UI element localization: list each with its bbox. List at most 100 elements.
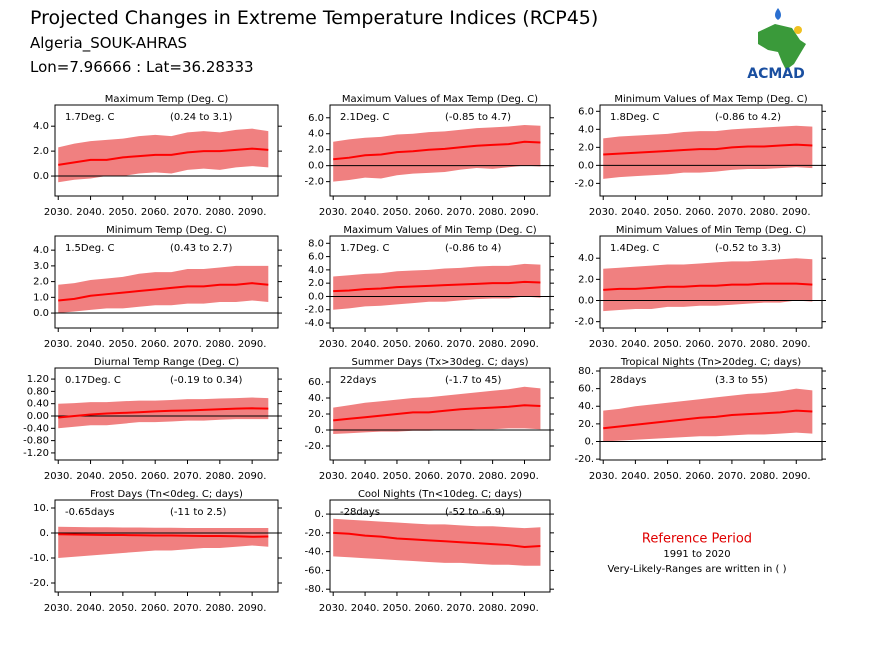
range-band — [58, 526, 269, 558]
x-tick-label: 2090. — [510, 471, 539, 482]
x-tick-label: 2030. — [44, 339, 73, 350]
y-tick-label: 60. — [578, 384, 594, 395]
x-tick-label: 2030. — [44, 603, 73, 614]
x-tick-label: 2080. — [750, 207, 779, 218]
x-tick-label: 2060. — [141, 603, 170, 614]
x-tick-label: 2070. — [173, 207, 202, 218]
y-tick-label: 0.0 — [578, 160, 594, 171]
panel-title: Maximum Values of Max Temp (Deg. C) — [342, 94, 538, 105]
x-tick-label: 2060. — [141, 471, 170, 482]
y-tick-label: 4.0 — [578, 124, 594, 135]
x-tick-label: 2070. — [446, 471, 475, 482]
x-tick-label: 2060. — [415, 339, 444, 350]
panel-title: Cool Nights (Tn<10deg. C; days) — [358, 489, 522, 500]
x-tick-label: 2070. — [446, 339, 475, 350]
y-tick-label: 4.0 — [308, 265, 324, 276]
y-tick-label: 0.0 — [308, 291, 324, 302]
range-band — [333, 124, 541, 182]
panel-annotation: 22days — [340, 375, 376, 386]
panel-annotation: 1.5Deg. C — [65, 243, 114, 254]
x-tick-label: 2030. — [44, 207, 73, 218]
x-tick-label: 2070. — [173, 603, 202, 614]
x-tick-label: 2080. — [750, 339, 779, 350]
panel-title: Maximum Values of Min Temp (Deg. C) — [343, 225, 536, 236]
x-tick-label: 2040. — [76, 207, 105, 218]
x-tick-label: 2090. — [782, 339, 811, 350]
x-tick-label: 2090. — [510, 339, 539, 350]
x-tick-label: 2050. — [109, 339, 138, 350]
range-band — [333, 263, 541, 310]
x-tick-label: 2060. — [685, 339, 714, 350]
median-line — [603, 282, 813, 291]
x-tick-label: 2070. — [718, 207, 747, 218]
panel-annotation: 1.8Deg. C — [610, 112, 659, 123]
panel-annotation: 1.7Deg. C — [340, 243, 389, 254]
x-tick-label: 2040. — [351, 207, 380, 218]
y-tick-label: -20. — [304, 441, 324, 452]
panel-range: (0.24 to 3.1) — [170, 112, 232, 123]
x-tick-label: 2050. — [383, 471, 412, 482]
x-tick-label: 2090. — [238, 339, 267, 350]
panel-title: Frost Days (Tn<0deg. C; days) — [90, 489, 243, 500]
x-tick-label: 2030. — [319, 471, 348, 482]
reference-note: Very-Likely-Ranges are written in ( ) — [607, 564, 786, 575]
y-tick-label: 0.00 — [27, 411, 49, 422]
y-tick-label: 0.40 — [27, 399, 49, 410]
y-tick-label: 6.0 — [308, 252, 324, 263]
x-tick-label: 2030. — [589, 207, 618, 218]
x-tick-label: 2090. — [782, 207, 811, 218]
logo-text: ACMAD — [747, 66, 805, 82]
panel-annotation: 28days — [610, 375, 646, 386]
median-line — [603, 143, 813, 156]
logo: ACMAD — [747, 8, 806, 82]
y-tick-label: 80. — [578, 366, 594, 377]
x-tick-label: 2090. — [238, 603, 267, 614]
x-tick-label: 2040. — [76, 603, 105, 614]
range-band — [58, 397, 269, 429]
x-tick-label: 2040. — [76, 339, 105, 350]
y-tick-label: 20. — [308, 409, 324, 420]
reference-title: Reference Period — [642, 532, 752, 547]
y-tick-label: 2.0 — [578, 274, 594, 285]
plot-frame — [599, 104, 823, 197]
y-tick-label: 6.0 — [578, 106, 594, 117]
x-tick-label: 2030. — [589, 339, 618, 350]
x-tick-label: 2060. — [685, 207, 714, 218]
range-band — [603, 258, 813, 312]
x-tick-label: 2060. — [415, 207, 444, 218]
y-tick-label: 1.20 — [27, 374, 49, 385]
panel-range: (-0.19 to 0.34) — [170, 375, 242, 386]
median-line — [58, 407, 269, 419]
reference-period: 1991 to 2020 — [663, 549, 730, 560]
coords: Lon=7.96666 : Lat=36.28333 — [30, 58, 254, 76]
y-tick-label: 40. — [308, 393, 324, 404]
x-tick-label: 2040. — [351, 339, 380, 350]
logo-drop — [775, 8, 781, 20]
logo-map — [758, 24, 806, 70]
x-tick-label: 2040. — [621, 207, 650, 218]
panel-range: (-0.85 to 4.7) — [445, 112, 511, 123]
y-tick-label: 1.0 — [33, 292, 49, 303]
x-tick-label: 2070. — [173, 339, 202, 350]
y-tick-label: -2.0 — [304, 177, 324, 188]
x-tick-label: 2050. — [653, 207, 682, 218]
panel-annotation: -0.65days — [65, 507, 114, 518]
median-line — [603, 409, 813, 430]
y-tick-label: -2.0 — [574, 317, 594, 328]
median-line — [58, 147, 269, 166]
median-line — [333, 140, 541, 161]
panel-range: (-1.7 to 45) — [445, 375, 502, 386]
x-tick-label: 2080. — [478, 207, 507, 218]
y-tick-label: 2.0 — [33, 277, 49, 288]
y-tick-label: -2.0 — [304, 305, 324, 316]
panel-range: (-0.86 to 4.2) — [715, 112, 781, 123]
x-tick-label: 2090. — [510, 207, 539, 218]
x-tick-label: 2050. — [109, 471, 138, 482]
y-tick-label: 0.0 — [578, 296, 594, 307]
x-tick-label: 2040. — [76, 471, 105, 482]
x-tick-label: 2030. — [44, 471, 73, 482]
panel-range: (-11 to 2.5) — [170, 507, 227, 518]
panel-annotation: 2.1Deg. C — [340, 112, 389, 123]
location: Algeria_SOUK-AHRAS — [30, 34, 187, 53]
panel-annotation: -28days — [340, 507, 380, 518]
